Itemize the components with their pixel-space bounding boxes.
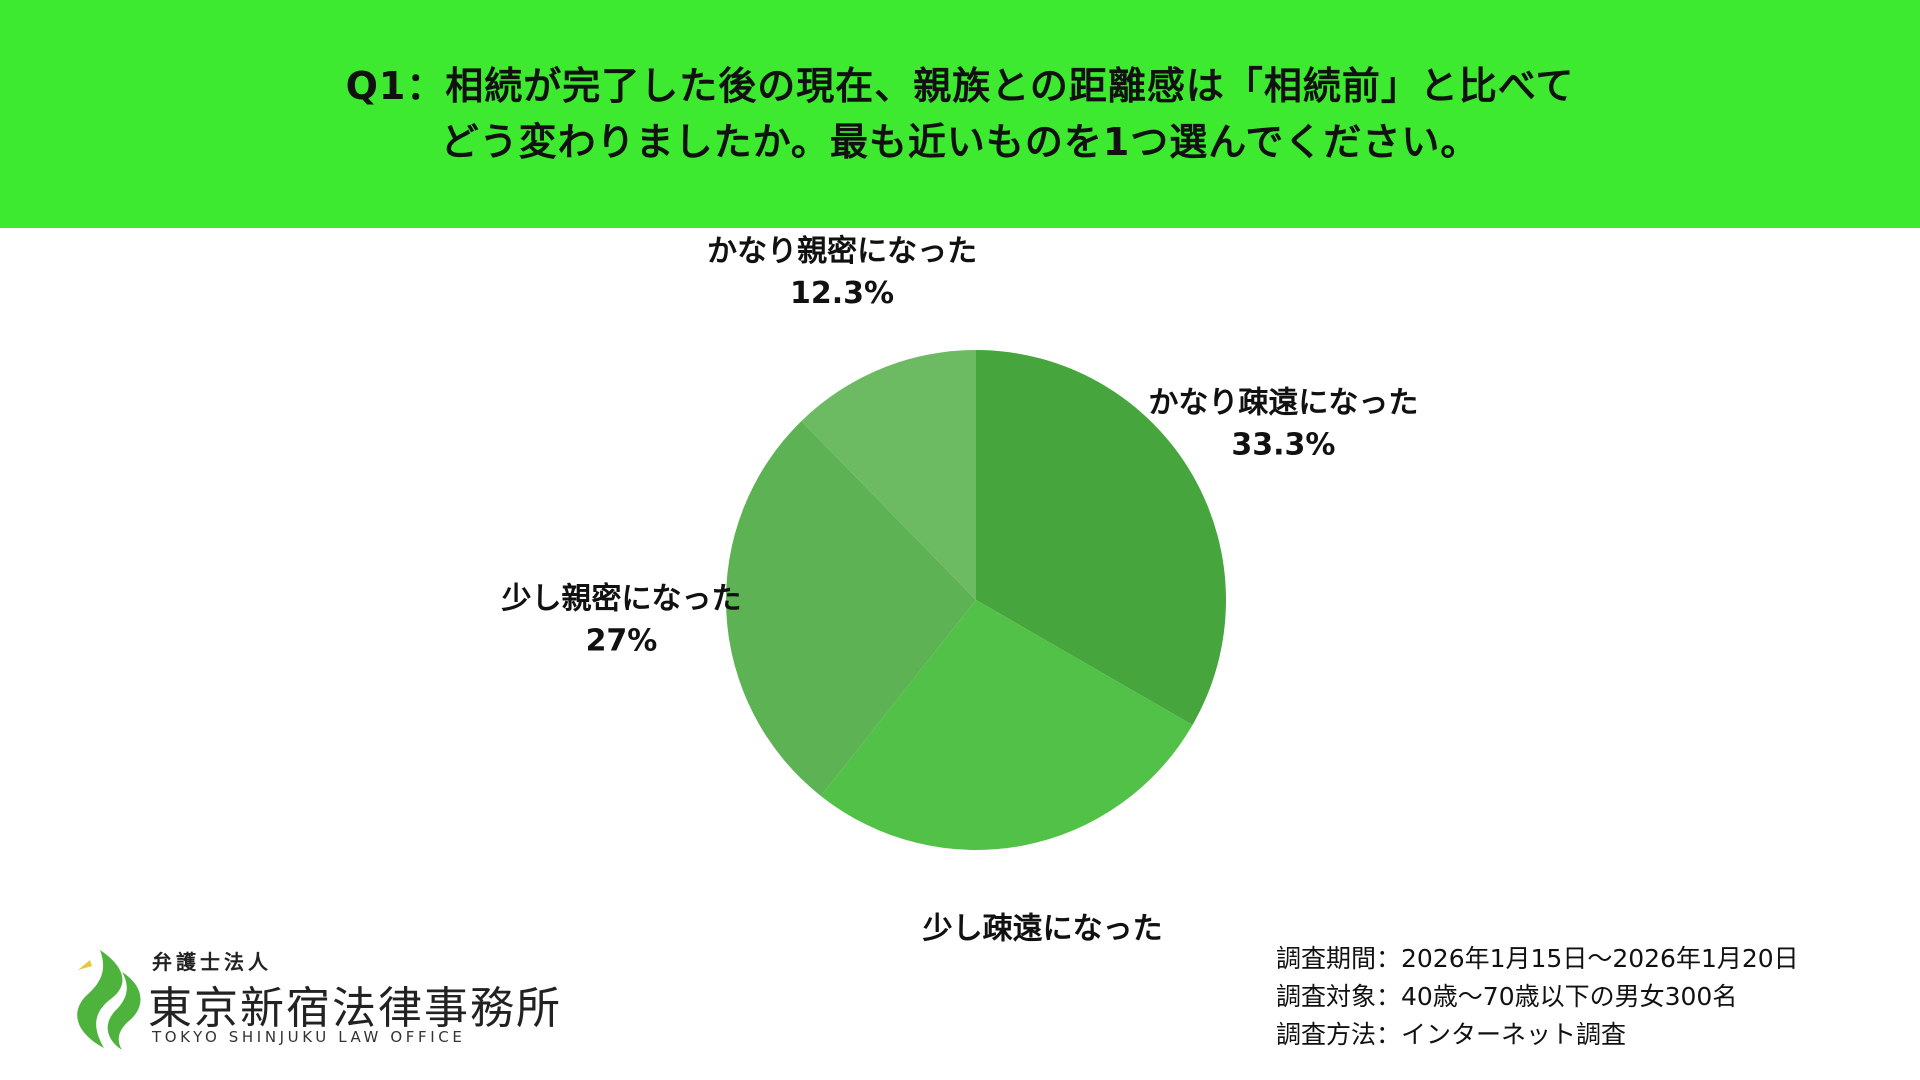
- question-title-line-1: Q1：相続が完了した後の現在、親族との距離感は「相続前」と比べて: [345, 64, 1575, 108]
- slice-label-4: かなり親密になった: [707, 234, 977, 269]
- title-banner: Q1：相続が完了した後の現在、親族との距離感は「相続前」と比べて どう変わりまし…: [0, 0, 1920, 228]
- slice-value-2: 27.3%: [991, 954, 1095, 958]
- logo-english-name: TOKYO SHINJUKU LAW OFFICE: [152, 1028, 466, 1046]
- pie-slices: [726, 350, 1227, 850]
- logo-name: 東京新宿法律事務所: [148, 983, 562, 1034]
- slice-value-1: 33.3%: [1231, 428, 1335, 463]
- question-title-line-2: どう変わりましたか。最も近いものを1つ選んでください。: [440, 120, 1480, 164]
- pie-slice-4: [801, 350, 976, 600]
- pie-slice-2: [820, 600, 1193, 850]
- pie-slice-1: [976, 350, 1227, 725]
- slice-value-4: 12.3%: [790, 276, 894, 311]
- slice-label-2: 少し疎遠になった: [923, 912, 1163, 947]
- slice-value-3: 27%: [586, 623, 658, 658]
- survey-info: 調査期間：2026年1月15日〜2026年1月20日 調査対象：40歳〜70歳以…: [1276, 940, 1799, 1054]
- leaf-logo-icon: [77, 950, 141, 1050]
- pie-slice-3: [726, 421, 976, 796]
- logo-subtitle: 弁護士法人: [152, 950, 272, 974]
- slice-label-1: かなり疎遠になった: [1148, 386, 1418, 421]
- slice-label-3: 少し親密になった: [501, 581, 741, 616]
- pie-chart: かなり疎遠になった 33.3% 少し疎遠になった 27.3% 少し親密になった 27% かな…: [501, 234, 1418, 958]
- survey-period: 調査期間：2026年1月15日〜2026年1月20日: [1276, 944, 1799, 973]
- survey-method: 調査方法：インターネット調査: [1276, 1020, 1627, 1049]
- law-office-logo: 弁護士法人 東京新宿法律事務所 TOKYO SHINJUKU LAW OFFIC…: [60, 944, 560, 1054]
- pie-labels: かなり疎遠になった 33.3% 少し疎遠になった 27.3% 少し親密になった 27% かな…: [501, 234, 1418, 958]
- survey-target: 調査対象：40歳〜70歳以下の男女300名: [1276, 982, 1738, 1011]
